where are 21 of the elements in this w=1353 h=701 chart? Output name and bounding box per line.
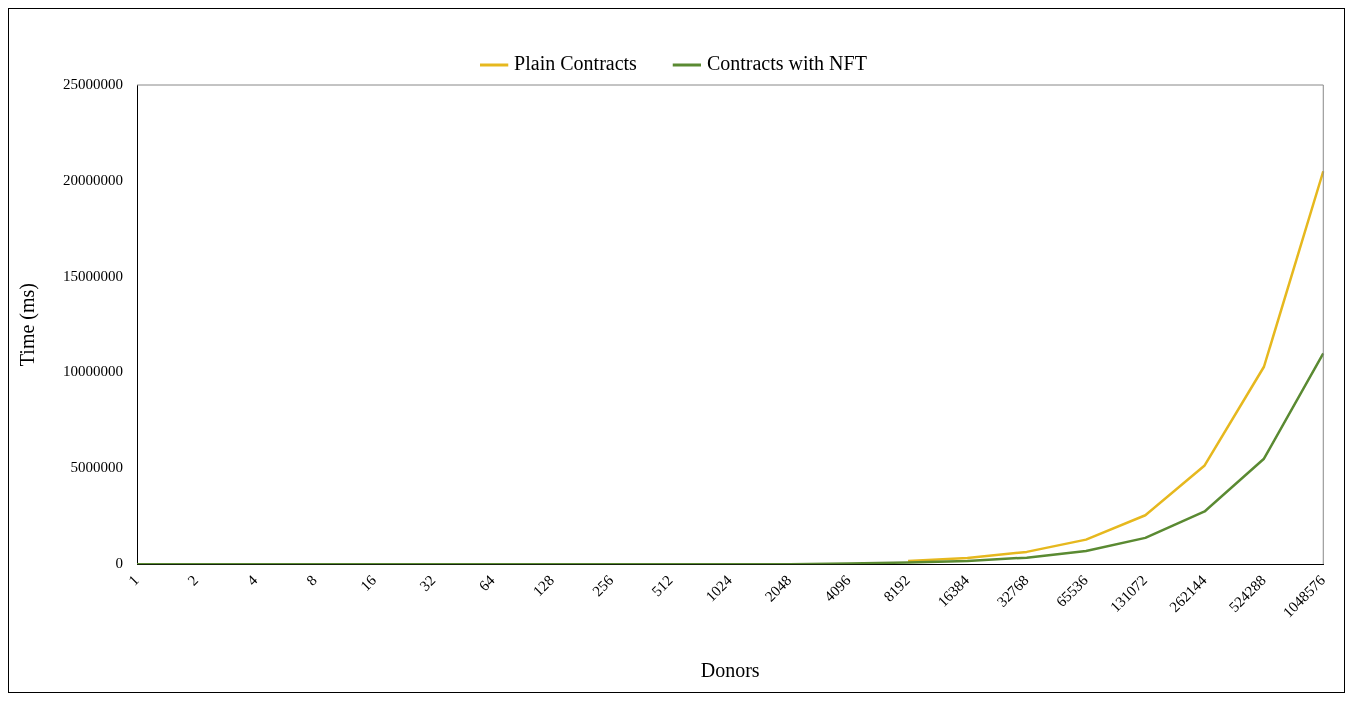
y-tick-label: 10000000 [63, 363, 123, 380]
legend-label: Contracts with NFT [706, 52, 867, 75]
x-tick-label: 32 [416, 572, 439, 595]
x-tick-label: 1 [125, 572, 142, 589]
legend-label: Plain Contracts [514, 52, 638, 75]
x-tick-label: 512 [648, 572, 676, 600]
x-tick-label: 64 [475, 571, 499, 595]
y-tick-label: 25000000 [63, 75, 123, 92]
x-axis-title: Donors [700, 659, 760, 682]
x-tick-label: 8 [303, 572, 320, 589]
x-tick-label: 16 [357, 571, 380, 595]
x-tick-label: 2 [184, 572, 202, 589]
y-tick-label: 0 [115, 555, 123, 572]
x-tick-label: 128 [529, 572, 558, 600]
x-tick-label: 256 [589, 571, 617, 600]
x-tick-label: 4 [243, 571, 261, 589]
x-tick-label: 8192 [880, 572, 913, 605]
y-tick-label: 15000000 [63, 267, 123, 284]
y-tick-label: 20000000 [63, 171, 123, 188]
y-axis-title: Time (ms) [16, 282, 40, 367]
y-tick-label: 5000000 [70, 459, 123, 476]
